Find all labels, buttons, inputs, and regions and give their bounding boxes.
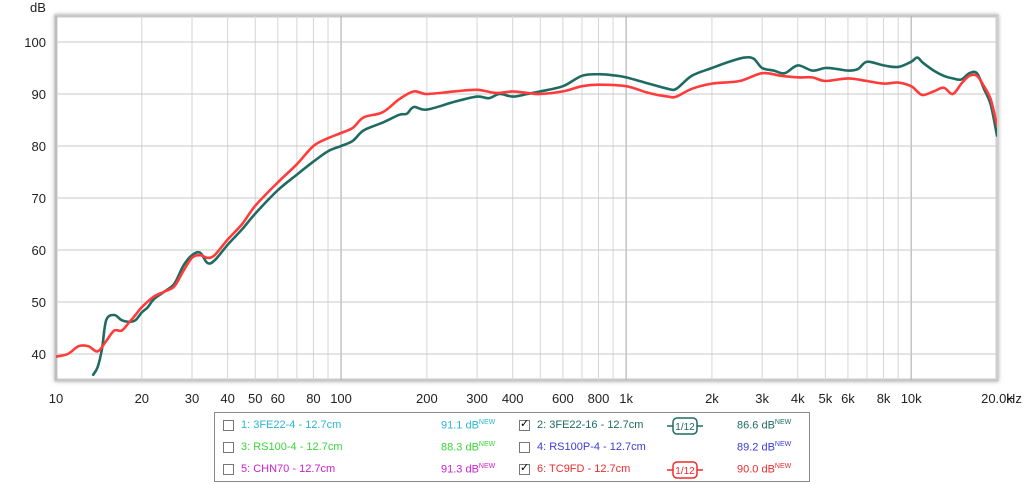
legend-item-2: 2: 3FE22-16 - 12.7cm 1/12 86.6 dBNEW — [511, 416, 811, 438]
legend-checkbox-2[interactable] — [519, 417, 530, 431]
x-tick-label: 200 — [416, 391, 438, 406]
x-tick-label: 8k — [877, 391, 891, 406]
x-tick-label: 1k — [619, 391, 633, 406]
y-tick-label: 60 — [32, 243, 46, 258]
x-ticks: 10 20 30 40 50 60 80 100 200 300 400 600 800 1k 2k 3k 4k… — [49, 391, 1014, 406]
x-tick-label: 20 — [135, 391, 149, 406]
legend-row: 3: RS100-4 - 12.7cm 88.3 dBNEW 4: RS100P… — [215, 438, 809, 460]
x-tick-label: 5k — [819, 391, 833, 406]
legend-label-2: 2: 3FE22-16 - 12.7cm — [537, 419, 644, 431]
legend-item-6: 6: TC9FD - 12.7cm 1/12 90.0 dBNEW — [511, 460, 811, 482]
legend-value-3: 88.3 dBNEW — [441, 441, 496, 454]
x-tick-label: 3k — [755, 391, 769, 406]
legend-item-5: 5: CHN70 - 12.7cm 91.3 dBNEW — [215, 460, 515, 482]
legend-item-1: 1: 3FE22-4 - 12.7cm 91.1 dBNEW — [215, 416, 515, 438]
y-tick-label: 70 — [32, 191, 46, 206]
y-tick-label: 80 — [32, 139, 46, 154]
x-tick-label: 4k — [791, 391, 805, 406]
legend-value-2: 86.6 dBNEW — [737, 419, 792, 432]
x-tick-label: 400 — [502, 391, 524, 406]
grid — [55, 16, 998, 380]
y-ticks: 40 50 60 70 80 90 100 — [24, 35, 46, 362]
legend-checkbox-6[interactable] — [519, 461, 530, 475]
x-tick-label: 20.0k — [981, 391, 1013, 406]
svg-text:1/12: 1/12 — [675, 422, 695, 433]
smoothing-badge-6[interactable]: 1/12 — [667, 460, 703, 480]
legend-checkbox-3[interactable] — [223, 442, 234, 453]
legend-row: 1: 3FE22-4 - 12.7cm 91.1 dBNEW 2: 3FE22-… — [215, 416, 809, 438]
x-tick-label: 10 — [49, 391, 63, 406]
legend-checkbox-1[interactable] — [223, 420, 234, 431]
legend-label-4: 4: RS100P-4 - 12.7cm — [537, 441, 646, 453]
x-tick-label: 6k — [841, 391, 855, 406]
legend-value-4: 89.2 dBNEW — [737, 441, 792, 454]
legend-checkbox-5[interactable] — [223, 464, 234, 475]
x-tick-label: 60 — [271, 391, 285, 406]
legend-value-5: 91.3 dBNEW — [441, 463, 496, 476]
legend-value-6: 90.0 dBNEW — [737, 463, 792, 476]
legend-checkbox-4[interactable] — [519, 442, 530, 453]
x-tick-label: 50 — [248, 391, 262, 406]
series-layer — [56, 55, 997, 377]
x-tick-label: 10k — [901, 391, 922, 406]
legend-value-1: 91.1 dBNEW — [441, 419, 496, 432]
x-tick-label: 30 — [185, 391, 199, 406]
legend-panel: 1: 3FE22-4 - 12.7cm 91.1 dBNEW 2: 3FE22-… — [214, 412, 810, 482]
smoothing-badge-2[interactable]: 1/12 — [667, 416, 703, 436]
x-axis-unit: Hz — [1006, 391, 1022, 406]
x-tick-label: 600 — [552, 391, 574, 406]
x-tick-label: 2k — [705, 391, 719, 406]
x-tick-label: 100 — [330, 391, 352, 406]
x-tick-label: 40 — [220, 391, 234, 406]
legend-label-5: 5: CHN70 - 12.7cm — [241, 463, 336, 475]
y-axis-unit: dB — [30, 0, 46, 15]
legend-item-4: 4: RS100P-4 - 12.7cm 89.2 dBNEW — [511, 438, 811, 460]
series-line-2 — [56, 71, 997, 358]
legend-label-1: 1: 3FE22-4 - 12.7cm — [241, 419, 342, 431]
frequency-response-chart: 40 50 60 70 80 90 100 10 20 30 40 50 60 80 100 200 300 4… — [24, 0, 1022, 406]
y-tick-label: 50 — [32, 295, 46, 310]
x-tick-label: 800 — [588, 391, 610, 406]
y-tick-label: 40 — [32, 347, 46, 362]
legend-item-3: 3: RS100-4 - 12.7cm 88.3 dBNEW — [215, 438, 515, 460]
y-tick-label: 90 — [32, 87, 46, 102]
legend-label-3: 3: RS100-4 - 12.7cm — [241, 441, 343, 453]
y-tick-label: 100 — [24, 35, 46, 50]
legend-label-6: 6: TC9FD - 12.7cm — [537, 463, 631, 475]
svg-text:1/12: 1/12 — [675, 466, 695, 477]
x-tick-label: 300 — [466, 391, 488, 406]
legend-row: 5: CHN70 - 12.7cm 91.3 dBNEW 6: TC9FD - … — [215, 460, 809, 482]
x-tick-label: 80 — [306, 391, 320, 406]
